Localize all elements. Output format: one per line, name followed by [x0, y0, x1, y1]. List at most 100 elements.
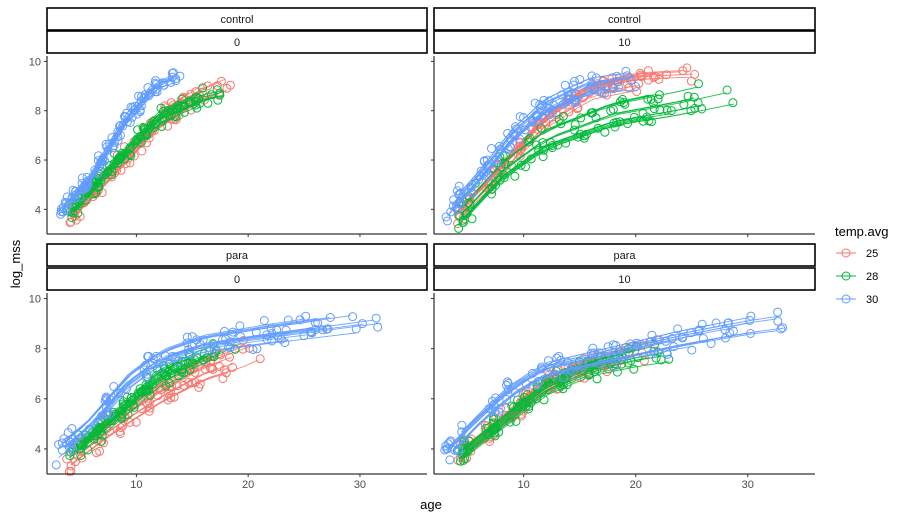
data-point-28 — [74, 444, 84, 454]
data-point-30 — [505, 142, 515, 152]
data-point-30 — [723, 318, 733, 328]
data-point-30 — [492, 155, 501, 165]
data-point-28 — [91, 188, 101, 197]
data-point-30 — [357, 319, 367, 329]
data-point-30 — [511, 388, 521, 398]
legend-key-point-25 — [841, 248, 851, 258]
data-point-28 — [198, 83, 208, 93]
data-point-28 — [590, 367, 599, 377]
data-point-30 — [100, 396, 110, 406]
data-point-30 — [107, 133, 117, 142]
x-tick-label: 30 — [742, 479, 754, 491]
data-point-28 — [454, 223, 464, 233]
data-point-30 — [310, 318, 320, 328]
facet-strip-bottom-label: 0 — [234, 37, 240, 49]
data-point-28 — [562, 380, 572, 390]
data-point-30 — [621, 66, 631, 76]
data-point-30 — [687, 345, 697, 355]
data-point-28 — [158, 114, 168, 123]
data-point-30 — [135, 107, 145, 117]
data-point-30 — [455, 199, 464, 209]
data-point-28 — [177, 94, 187, 104]
data-point-30 — [452, 202, 462, 212]
data-point-30 — [521, 379, 531, 389]
y-tick-label: 6 — [35, 394, 41, 406]
x-tick-label: 10 — [518, 479, 530, 491]
facet-strip-top — [433, 7, 816, 31]
data-point-28 — [459, 436, 469, 446]
data-point-30 — [636, 340, 646, 350]
data-point-30 — [552, 353, 562, 363]
data-point-30 — [614, 82, 624, 92]
data-point-30 — [697, 319, 707, 329]
data-point-30 — [283, 315, 293, 325]
data-point-25 — [203, 81, 213, 91]
data-point-28 — [141, 380, 151, 390]
legend-label-28: 28 — [866, 271, 878, 283]
data-point-30 — [61, 206, 71, 216]
data-point-30 — [578, 362, 588, 372]
data-point-28 — [539, 395, 549, 405]
data-point-30 — [625, 339, 635, 349]
data-point-30 — [591, 73, 601, 83]
data-point-30 — [205, 347, 215, 357]
fit-line-30 — [461, 327, 785, 442]
legend-key-point-28 — [841, 271, 851, 281]
data-point-28 — [103, 167, 113, 177]
fit-line-25 — [73, 103, 190, 214]
data-point-30 — [67, 193, 77, 203]
data-point-30 — [530, 98, 540, 108]
fit-line-30 — [69, 323, 364, 444]
data-point-30 — [113, 388, 123, 398]
facet-strip-top-label: control — [608, 14, 641, 26]
data-point-28 — [144, 384, 154, 394]
data-point-30 — [160, 351, 170, 361]
data-point-25 — [208, 364, 218, 374]
data-point-30 — [778, 323, 788, 333]
data-point-30 — [144, 351, 153, 361]
data-point-30 — [706, 339, 716, 348]
data-point-30 — [169, 68, 178, 78]
fit-line-30 — [460, 81, 617, 197]
data-point-30 — [627, 75, 637, 85]
data-point-30 — [102, 394, 112, 404]
data-point-28 — [133, 125, 143, 135]
data-point-28 — [524, 137, 534, 147]
facet-strip-bottom-label: 10 — [618, 37, 630, 49]
data-point-25 — [115, 429, 125, 438]
data-point-28 — [100, 170, 110, 180]
facet-strip-bottom — [433, 30, 816, 54]
data-point-30 — [608, 340, 618, 350]
data-point-28 — [210, 348, 219, 358]
data-point-25 — [255, 354, 265, 364]
data-point-28 — [591, 113, 601, 123]
data-point-28 — [554, 114, 564, 124]
data-point-25 — [564, 107, 574, 117]
data-point-30 — [567, 89, 577, 98]
data-point-30 — [323, 324, 333, 334]
data-point-30 — [541, 106, 551, 116]
data-point-28 — [215, 90, 225, 100]
data-point-30 — [667, 334, 677, 343]
data-point-25 — [166, 393, 176, 403]
data-point-30 — [511, 122, 520, 132]
data-point-30 — [235, 321, 245, 331]
data-point-30 — [590, 348, 600, 358]
data-point-28 — [679, 100, 689, 109]
data-point-30 — [220, 326, 229, 336]
legend: temp.avg 25 28 30 — [835, 224, 888, 306]
data-point-28 — [629, 112, 639, 122]
data-point-30 — [79, 184, 89, 194]
data-point-30 — [67, 424, 77, 433]
data-point-28 — [213, 95, 223, 105]
facet-strip-bottom — [46, 30, 428, 54]
data-point-25 — [222, 83, 232, 93]
data-point-30 — [631, 82, 641, 91]
data-point-30 — [259, 316, 269, 325]
data-point-28 — [516, 160, 526, 170]
data-point-25 — [66, 466, 76, 476]
legend-label-30: 30 — [866, 294, 878, 306]
data-point-28 — [499, 173, 509, 183]
data-point-30 — [452, 186, 462, 196]
